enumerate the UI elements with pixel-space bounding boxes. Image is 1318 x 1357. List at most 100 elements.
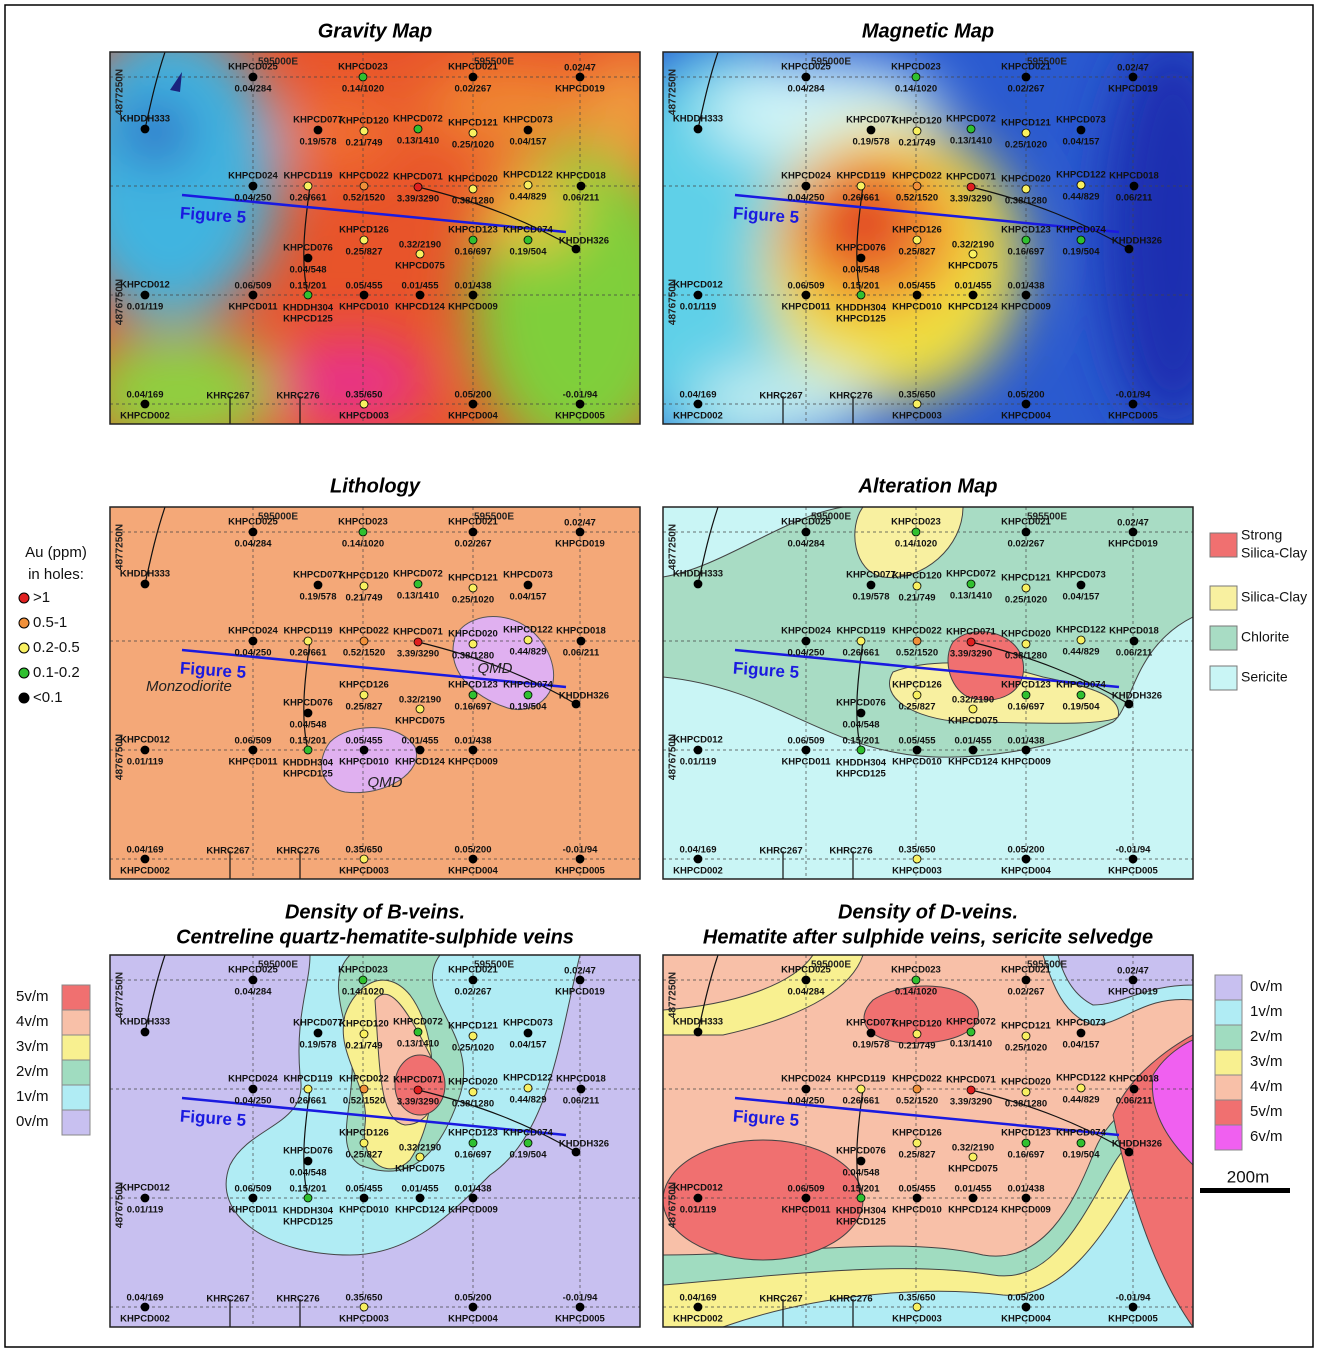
hole-au: 0.04/548 <box>290 265 327 276</box>
hole-name: KHPCD126 <box>339 680 389 691</box>
hole-au: 0.25/827 <box>346 702 383 713</box>
hole-au: 0.35/650 <box>899 1293 936 1304</box>
lithology-label: QMD <box>368 774 403 791</box>
hole-collar <box>1022 1139 1030 1147</box>
hole-au: 0.05/200 <box>1008 390 1045 401</box>
hole-collar <box>969 705 977 713</box>
lithology-label: QMD <box>478 660 513 677</box>
hole-name: KHPCD024 <box>228 1074 278 1085</box>
hole-au: -0.01/94 <box>563 845 599 856</box>
hole-collar <box>857 637 865 645</box>
hole-name: KHPCD004 <box>1001 411 1051 422</box>
hole-name: KHPCD121 <box>448 1021 498 1032</box>
hole-collar <box>1022 1194 1030 1202</box>
northing-label: 4877250N <box>668 69 679 115</box>
hole-collar <box>913 236 921 244</box>
hole-collar <box>141 400 149 408</box>
hole-collar <box>1077 1139 1085 1147</box>
hole-name: KHPCD119 <box>836 171 885 182</box>
hole-au: 0.04/250 <box>788 648 825 659</box>
hole-name: KHPCD123 <box>448 1128 498 1139</box>
hole-au: 0.16/697 <box>455 247 492 258</box>
panel-title: Magnetic Map <box>862 20 994 42</box>
hole-name: KHDDH326 <box>1112 236 1162 247</box>
hole-collar <box>913 1303 921 1311</box>
hole-au: 0.05/455 <box>899 736 937 747</box>
map-area: 595000E595500E4877250N4876750NFigure 5KH… <box>663 955 1193 1327</box>
hole-name: KHPCD018 <box>556 171 606 182</box>
lithology-label: Monzodiorite <box>146 678 232 695</box>
hole-collar <box>694 1303 702 1311</box>
hole-name: KHPCD125 <box>836 314 886 325</box>
legend-label: 0v/m <box>1250 978 1283 995</box>
hole-name: KHDDH333 <box>120 569 170 580</box>
zone <box>420 67 600 147</box>
hole-au: 0.04/284 <box>788 987 826 998</box>
legend-label: Silica-Clay <box>1241 545 1307 561</box>
hole-collar <box>304 254 312 262</box>
hole-au: 0.52/1520 <box>896 1096 938 1107</box>
hole-collar <box>249 1194 257 1202</box>
hole-name: KHPCD122 <box>1056 625 1106 636</box>
hole-au: 0.01/455 <box>955 1184 993 1195</box>
hole-au: 0.01/455 <box>955 736 993 747</box>
hole-name: KHPCD012 <box>120 280 170 291</box>
hole-au: 0.06/509 <box>788 1184 825 1195</box>
hole-collar <box>141 291 149 299</box>
hole-au: 0.04/548 <box>290 720 327 731</box>
hole-au: 0.01/119 <box>127 302 163 313</box>
hole-collar <box>694 746 702 754</box>
hole-collar <box>802 746 810 754</box>
legend-swatch <box>62 1060 90 1085</box>
hole-collar <box>1130 1085 1138 1093</box>
hole-name: KHPCD018 <box>1109 1074 1159 1085</box>
hole-au: 0.04/157 <box>510 137 547 148</box>
hole-name: KHDDH304 <box>283 1206 334 1217</box>
hole-collar <box>802 1194 810 1202</box>
hole-au: -0.01/94 <box>563 1293 599 1304</box>
hole-name: KHPCD072 <box>393 569 443 580</box>
hole-name: KHPCD120 <box>892 571 942 582</box>
hole-au: 0.19/578 <box>853 592 890 603</box>
hole-collar <box>524 236 532 244</box>
hole-name: KHPCD075 <box>948 261 998 272</box>
hole-collar <box>1129 528 1137 536</box>
hole-au: 0.15/201 <box>843 736 881 747</box>
legend-label: 5v/m <box>1250 1103 1283 1120</box>
hole-au: 0.16/697 <box>1008 247 1045 258</box>
hole-au: 0.44/829 <box>1063 192 1100 203</box>
hole-collar <box>249 746 257 754</box>
hole-au: 0.01/119 <box>680 1205 716 1216</box>
hole-name: KHPCD076 <box>836 1146 886 1157</box>
hole-name: KHPCD022 <box>339 626 389 637</box>
hole-name: KHPCD122 <box>1056 1073 1106 1084</box>
hole-name: KHPCD009 <box>1001 1205 1051 1216</box>
hole-collar <box>304 291 312 299</box>
hole-name: KHPCD002 <box>120 866 170 877</box>
hole-collar <box>469 528 477 536</box>
hole-collar <box>577 637 585 645</box>
hole-name: KHPCD071 <box>393 1075 443 1086</box>
hole-name: KHPCD018 <box>1109 626 1159 637</box>
hole-collar <box>1022 73 1030 81</box>
hole-name: KHPCD123 <box>1001 680 1051 691</box>
hole-name: KHPCD122 <box>503 625 553 636</box>
hole-name: KHPCD075 <box>395 261 445 272</box>
legend-label: 3v/m <box>16 1038 49 1055</box>
hole-name: KHPCD122 <box>503 170 553 181</box>
hole-collar <box>360 182 368 190</box>
hole-au: 0.35/650 <box>346 1293 383 1304</box>
hole-name: KHPCD021 <box>448 965 498 976</box>
hole-au: 0.32/2190 <box>399 240 441 251</box>
hole-collar <box>857 1157 865 1165</box>
hole-name: KHPCD009 <box>448 302 498 313</box>
hole-collar <box>913 637 921 645</box>
hole-name: KHDDH333 <box>120 1017 170 1028</box>
hole-name: KHDDH333 <box>673 569 723 580</box>
hole-au: 0.04/548 <box>290 1168 327 1179</box>
hole-au: 0.35/650 <box>899 845 936 856</box>
hole-au: 3.39/3290 <box>950 194 992 205</box>
hole-name: KHRC276 <box>276 1294 319 1305</box>
hole-name: KHPCD072 <box>393 1017 443 1028</box>
